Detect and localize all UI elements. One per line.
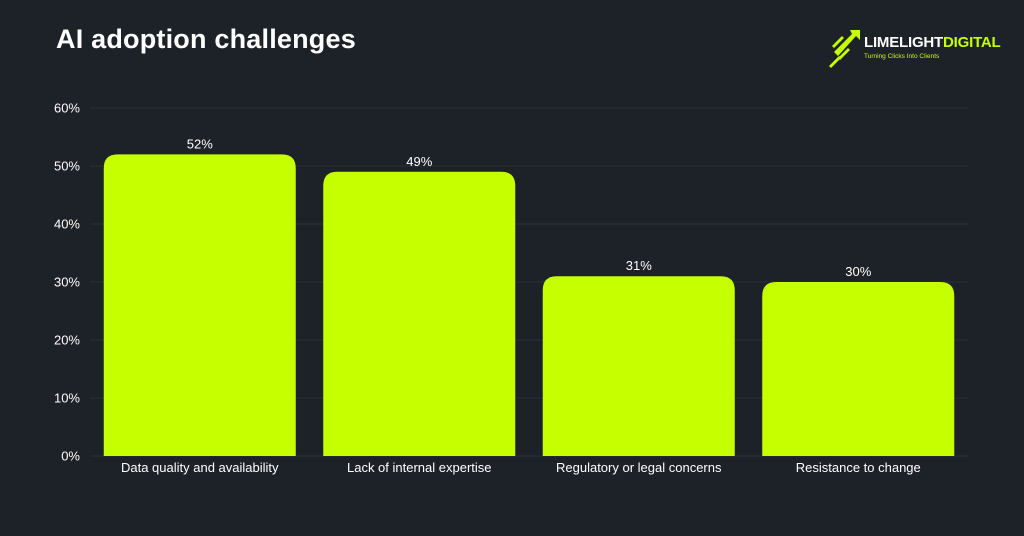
y-tick-label: 40%	[54, 217, 80, 232]
data-label: 31%	[626, 258, 652, 273]
brand-tagline: Turning Clicks Into Clients	[864, 53, 940, 60]
brand-name-first: LIMELIGHT	[864, 34, 944, 51]
x-tick-label: Data quality and availability	[121, 460, 279, 475]
brand-name: LIMELIGHTDIGITAL	[864, 34, 1001, 51]
bar	[103, 154, 296, 456]
data-label: 52%	[187, 136, 213, 151]
bar	[542, 276, 735, 456]
x-tick-label: Lack of internal expertise	[347, 460, 492, 475]
y-tick-label: 30%	[54, 275, 80, 290]
brand-logo: LIMELIGHTDIGITAL Turning Clicks Into Cli…	[828, 28, 1001, 68]
data-label: 49%	[406, 154, 432, 169]
bar	[323, 171, 516, 457]
x-tick-label: Resistance to change	[796, 460, 921, 475]
y-tick-label: 0%	[61, 449, 80, 464]
x-tick-label: Regulatory or legal concerns	[556, 460, 722, 475]
y-tick-label: 10%	[54, 391, 80, 406]
brand-name-second: DIGITAL	[943, 34, 1001, 51]
y-tick-label: 60%	[54, 101, 80, 116]
y-tick-label: 50%	[54, 159, 80, 174]
chart-title: AI adoption challenges	[56, 24, 356, 54]
bar	[762, 282, 955, 456]
data-label: 30%	[845, 264, 871, 279]
rocket-arrow-icon	[829, 30, 860, 68]
y-tick-label: 20%	[54, 333, 80, 348]
